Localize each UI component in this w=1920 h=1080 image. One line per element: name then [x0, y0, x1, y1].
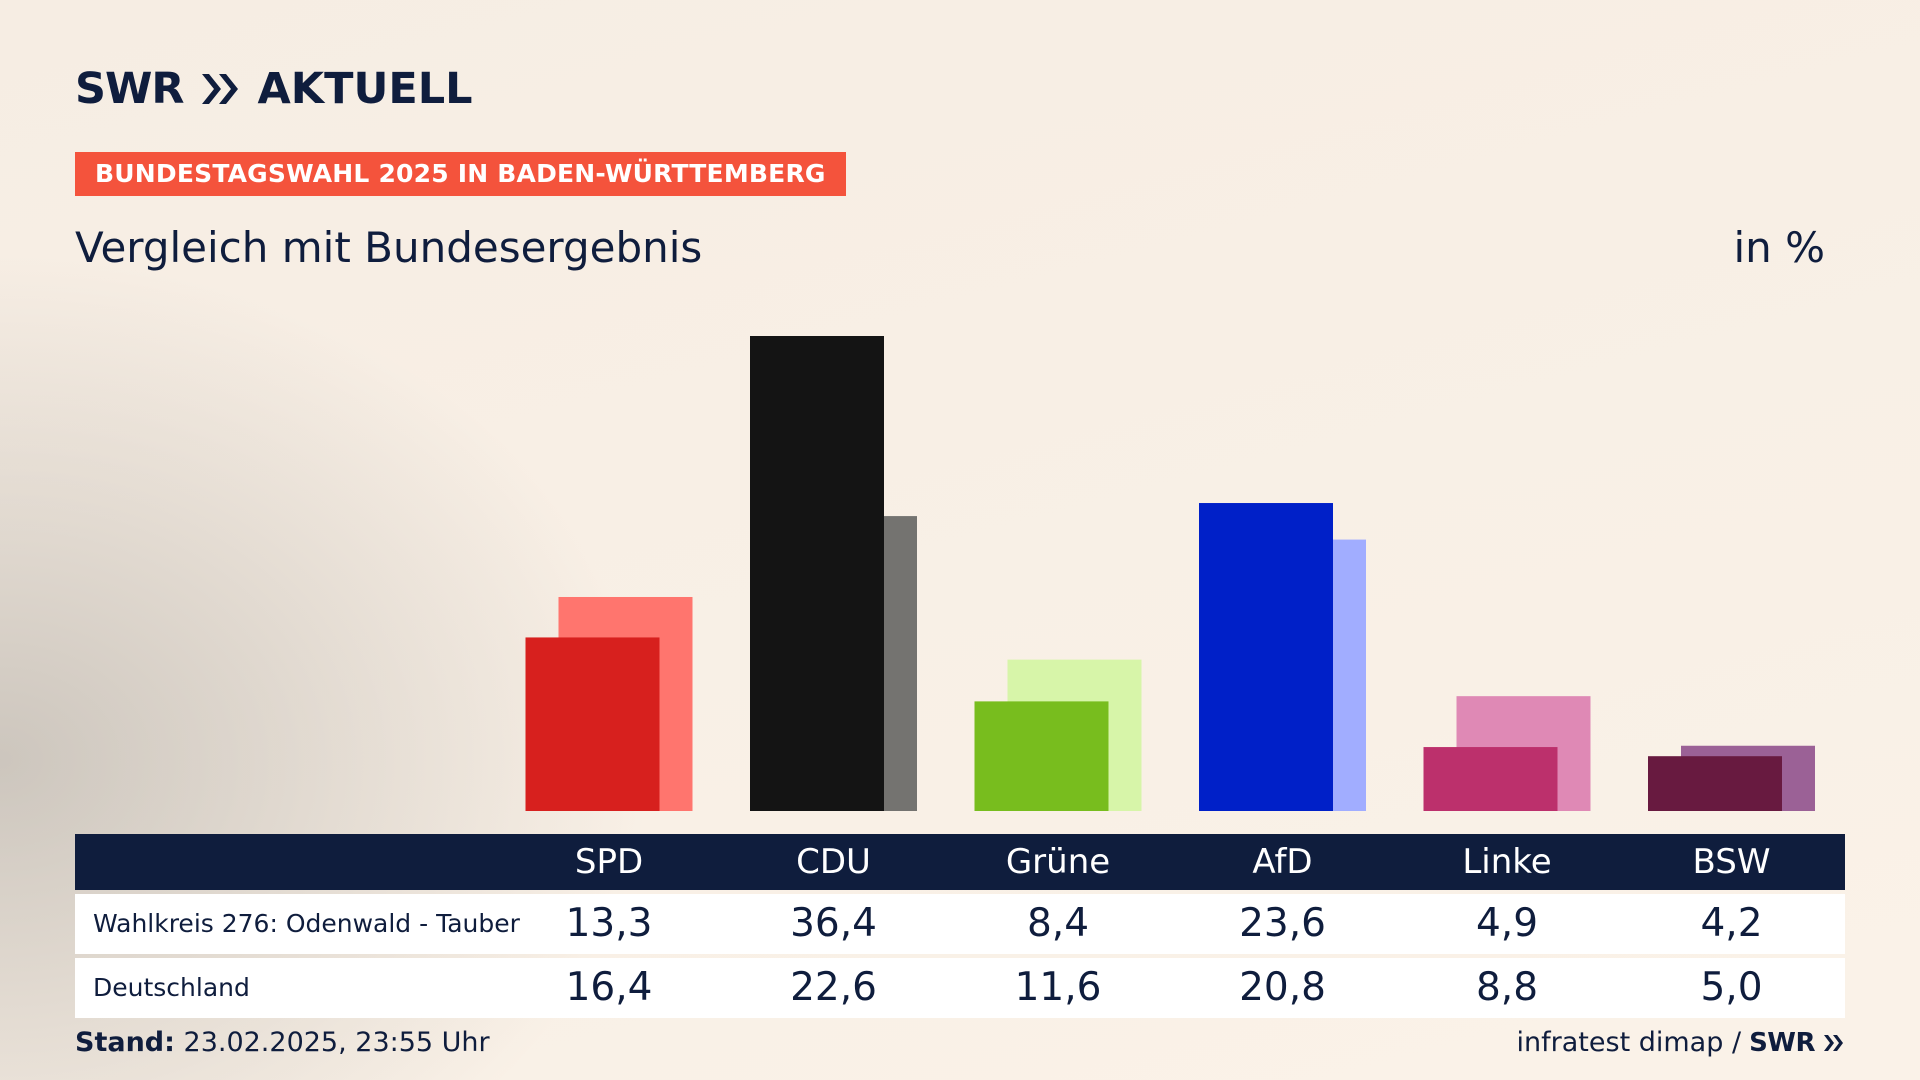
- cell-deutschland-spd: 16,4: [565, 965, 653, 1010]
- bar-deutschland-afd: [1232, 539, 1366, 811]
- table-header: SPD CDU Grüne AfD Linke BSW: [75, 834, 1845, 890]
- column-header-bsw: BSW: [1692, 842, 1771, 882]
- source-brand: SWR: [1749, 1027, 1815, 1058]
- bar-deutschland-linke: [1456, 696, 1591, 811]
- chart-title: Vergleich mit Bundesergebnis: [75, 223, 703, 272]
- unit-label: in %: [1733, 223, 1825, 272]
- bar-wahlkreis-linke: [1423, 747, 1558, 811]
- timestamp: Stand: 23.02.2025, 23:55 Uhr: [75, 1027, 490, 1058]
- bar-deutschland-gruene: [1007, 659, 1142, 811]
- results-table: SPD CDU Grüne AfD Linke BSW Wahlkreis 276: Od…: [75, 834, 1845, 1018]
- swr-chevrons-small-icon: [1824, 1034, 1843, 1051]
- cell-wahlkreis-linke: 4,9: [1475, 901, 1539, 946]
- bar-deutschland-bsw: [1681, 745, 1815, 811]
- swr-chevrons-icon: [201, 74, 238, 104]
- cell-deutschland-afd: 20,8: [1239, 965, 1326, 1010]
- bar-wahlkreis-bsw: [1648, 756, 1782, 811]
- table-row-wahlkreis: Wahlkreis 276: Odenwald - Tauber 13,3 36,…: [75, 894, 1845, 954]
- cell-wahlkreis-bsw: 4,2: [1700, 901, 1763, 946]
- bar-wahlkreis-spd: [525, 637, 660, 811]
- logo-swr-text: SWR: [75, 63, 185, 114]
- bar-deutschland-spd: [558, 596, 693, 811]
- cell-wahlkreis-afd: 23,6: [1239, 901, 1326, 946]
- logo-aktuell-text: AKTUELL: [257, 63, 473, 114]
- cell-deutschland-linke: 8,8: [1475, 965, 1539, 1010]
- stand-label: Stand:: [75, 1027, 175, 1058]
- column-header-linke: Linke: [1462, 842, 1552, 882]
- cell-wahlkreis-spd: 13,3: [565, 901, 653, 946]
- cell-deutschland-bsw: 5,0: [1700, 965, 1763, 1010]
- swr-aktuell-logo: SWR AKTUELL: [75, 66, 473, 112]
- cell-deutschland-cdu: 22,6: [790, 965, 877, 1010]
- cell-wahlkreis-cdu: 36,4: [790, 901, 877, 946]
- bar-wahlkreis-afd: [1199, 503, 1333, 811]
- bar-wahlkreis-cdu: [750, 336, 884, 811]
- cell-deutschland-gruene: 11,6: [1014, 965, 1102, 1010]
- election-banner: BUNDESTAGSWAHL 2025 IN BADEN-WÜRTTEMBERG: [75, 152, 846, 196]
- row-label-wahlkreis: Wahlkreis 276: Odenwald - Tauber: [93, 909, 520, 938]
- bar-wahlkreis-gruene: [974, 701, 1109, 811]
- bar-deutschland-cdu: [783, 516, 917, 811]
- column-header-afd: AfD: [1252, 842, 1313, 882]
- column-header-cdu: CDU: [796, 842, 871, 882]
- column-header-spd: SPD: [574, 842, 644, 882]
- column-header-gruene: Grüne: [1005, 842, 1111, 882]
- stand-value: 23.02.2025, 23:55 Uhr: [183, 1027, 490, 1058]
- row-label-deutschland: Deutschland: [93, 973, 250, 1002]
- source-text: infratest dimap /: [1516, 1027, 1742, 1058]
- table-row-deutschland: Deutschland 16,4 22,6 11,6 20,8 8,8 5,0: [75, 958, 1845, 1018]
- cell-wahlkreis-gruene: 8,4: [1026, 901, 1090, 946]
- source-credit: infratest dimap / SWR: [1517, 1027, 1845, 1058]
